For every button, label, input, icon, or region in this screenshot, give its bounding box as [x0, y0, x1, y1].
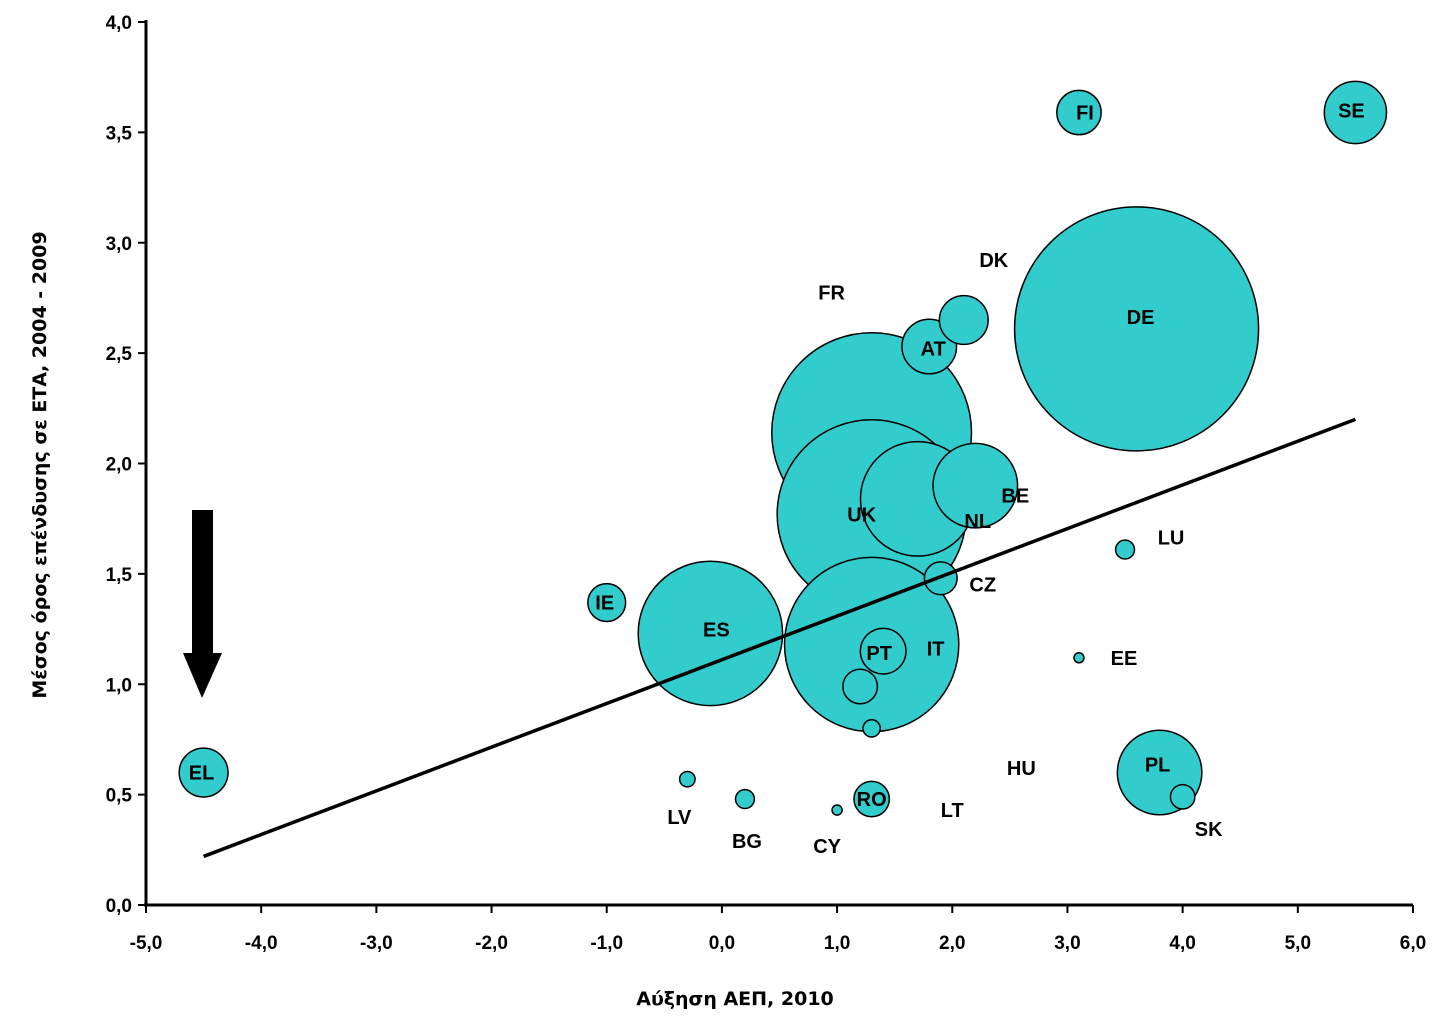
bubble-label-de: DE: [1127, 307, 1155, 329]
bubble-fi: [1056, 89, 1102, 136]
x-tick-layer: -5,0 -4,0 -3,0 -2,0 -1,0 0,0 1,0 2,0 3,0 4,0 5,0 6,…: [130, 905, 1426, 954]
bubble-ro: [853, 780, 891, 818]
y-axis-title: Μέσος όρος επένδυσης σε ΕΤΑ, 2004 - 2009: [29, 231, 51, 698]
bubble-dk: [938, 294, 989, 346]
x-tick-label: 5,0: [1285, 933, 1311, 954]
bubble-pt: [859, 627, 907, 675]
bubble-label-cz: CZ: [969, 574, 996, 596]
bubble-label-sk: SK: [1195, 819, 1223, 841]
bubble-label-at: AT: [921, 339, 946, 361]
bubble-label-el: EL: [189, 763, 215, 785]
bubble-label-fi: FI: [1076, 103, 1094, 125]
x-tick-label: 4,0: [1169, 933, 1195, 954]
y-tick-label: 1,0: [106, 675, 132, 696]
bubble-label-ro: RO: [857, 789, 887, 811]
bubble-lu: [1114, 539, 1136, 560]
bubble-label-lv: LV: [667, 807, 692, 829]
x-tick-label: -3,0: [360, 933, 393, 954]
bubble-label-pl: PL: [1145, 755, 1171, 777]
x-tick-label: 0,0: [709, 933, 735, 954]
bubble-label-lt: LT: [941, 800, 964, 822]
bubble-bg: [734, 788, 756, 810]
bubble-cy: [831, 804, 843, 816]
down-arrow-icon: [183, 510, 222, 698]
bubble-de: [1013, 206, 1260, 452]
x-tick-label: 6,0: [1400, 933, 1426, 954]
bubble-label-nl: NL: [964, 511, 991, 533]
bubble-layer: [178, 80, 1388, 818]
bubble-label-cy: CY: [813, 836, 841, 858]
x-tick-label: -2,0: [475, 933, 508, 954]
x-tick-label: -1,0: [590, 933, 623, 954]
y-tick-label: 3,0: [106, 234, 132, 255]
y-tick-layer: 0,0 0,5 1,0 1,5 2,0 2,5 3,0 3,5 4,0: [106, 13, 146, 917]
bubble-label-be: BE: [1001, 486, 1029, 508]
bubble-label-layer: DE FR UK IT ES NL PL BE SE AT DK EL PT IE FI RO CZ HU SK BG…: [189, 101, 1365, 859]
bubble-lv: [678, 770, 696, 788]
bubble-label-it: IT: [927, 639, 945, 661]
y-tick-label: 2,5: [106, 344, 133, 365]
bubble-sk: [1169, 783, 1196, 810]
x-tick-label: -4,0: [245, 933, 278, 954]
bubble-label-se: SE: [1338, 101, 1365, 123]
bubble-es: [637, 560, 784, 707]
y-tick-label: 3,5: [106, 123, 133, 144]
bubble-label-ee: EE: [1111, 648, 1138, 670]
bubble-label-hu: HU: [1007, 758, 1036, 780]
bubble-label-bg: BG: [732, 831, 762, 853]
y-tick-label: 0,0: [106, 896, 132, 917]
y-tick-label: 2,0: [106, 455, 132, 476]
bubble-hu: [842, 668, 879, 705]
x-tick-label: 3,0: [1054, 933, 1080, 954]
bubble-el: [178, 747, 229, 798]
x-tick-label: 2,0: [939, 933, 965, 954]
bubble-label-uk: UK: [847, 504, 876, 526]
bubble-ie: [587, 582, 627, 623]
bubble-label-es: ES: [703, 619, 730, 641]
bubble-label-ie: IE: [595, 593, 614, 615]
bubble-label-fr: FR: [818, 283, 845, 305]
bubble-se: [1323, 80, 1388, 145]
bubble-label-lu: LU: [1158, 528, 1185, 550]
trend-line: [202, 417, 1357, 859]
bubble-ee: [1073, 652, 1085, 664]
y-tick-label: 4,0: [106, 13, 132, 34]
bubble-label-pt: PT: [866, 643, 892, 665]
y-tick-label: 1,5: [106, 565, 133, 586]
bubble-label-dk: DK: [979, 250, 1008, 272]
x-tick-label: -5,0: [130, 933, 163, 954]
x-axis-title: Αύξηση ΑΕΠ, 2010: [636, 988, 834, 1010]
bubble-lt: [862, 719, 882, 738]
x-tick-label: 1,0: [824, 933, 850, 954]
y-tick-label: 0,5: [106, 786, 133, 807]
bubble-be: [932, 442, 1019, 529]
